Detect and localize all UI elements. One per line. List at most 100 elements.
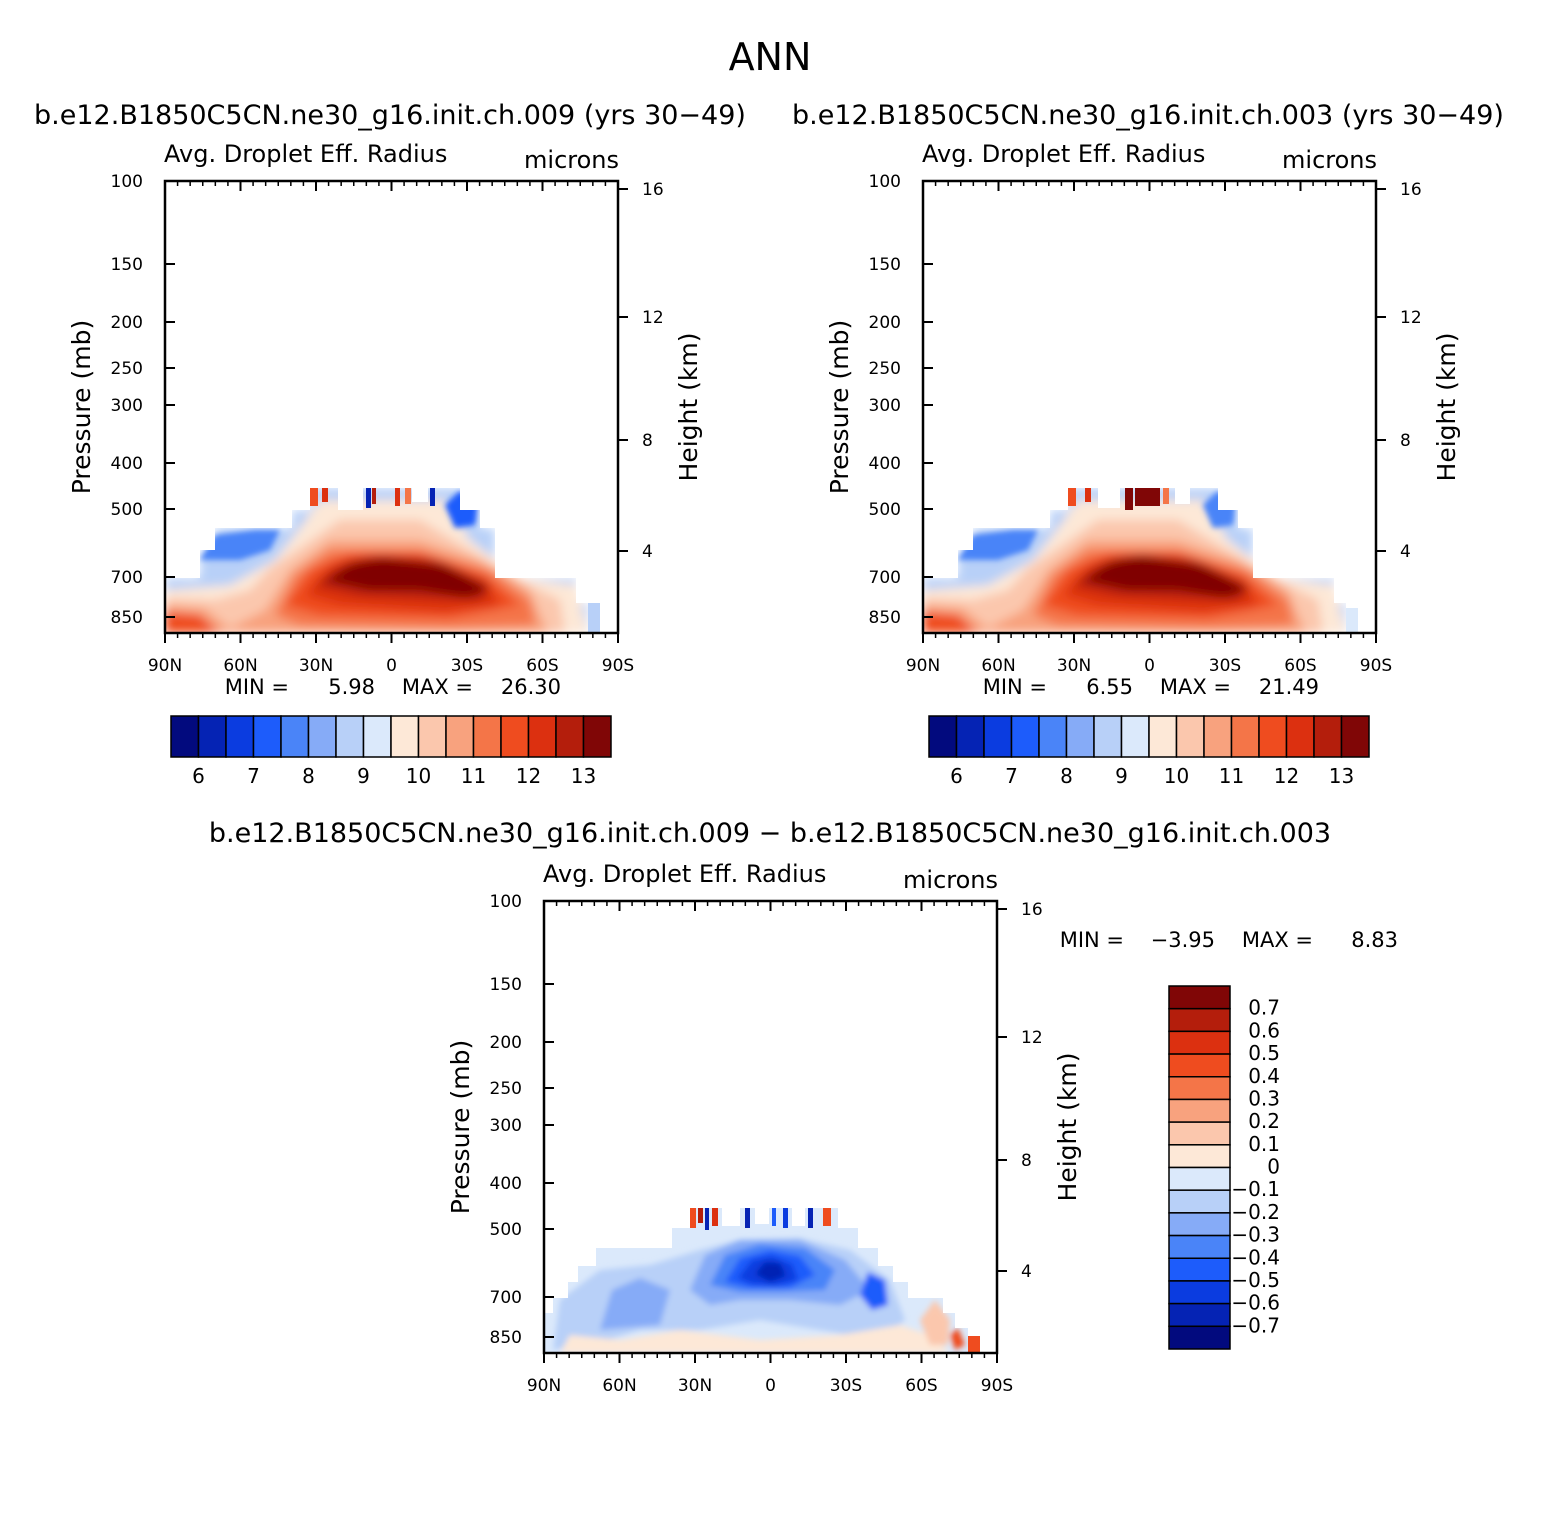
colorbar-swatch: [582, 715, 612, 758]
contour-field: [923, 181, 1376, 633]
y-right-tick-label: 4: [1400, 542, 1411, 562]
panel-ch003: b.e12.B1850C5CN.ne30_g16.init.ch.003 (yr…: [792, 100, 1504, 788]
colorbar-label: −0.2: [1231, 1200, 1280, 1224]
y-right-tick-label: 8: [642, 431, 653, 451]
contour-field: [544, 901, 997, 1353]
y-ticks: 100 150 200 250 300 400 500 700 850: [490, 892, 554, 1348]
y-tick-label: 500: [490, 1220, 522, 1240]
y-tick-label: 250: [111, 359, 143, 379]
colorbar-label: 0.2: [1248, 1109, 1280, 1133]
colorbar-swatch: [1168, 1280, 1231, 1305]
colorbar-swatch: [280, 715, 310, 758]
colorbar-swatch: [1285, 715, 1315, 758]
units-label: microns: [903, 866, 998, 894]
x-ticks: 90N 60N 30N 0 30S 60S 90S: [527, 901, 1013, 1396]
colorbar-swatch: [1175, 715, 1205, 758]
colorbar-swatch: [1168, 1121, 1231, 1146]
min-value: −3.95: [1151, 928, 1215, 952]
colorbar-label: 10: [1164, 764, 1189, 788]
y-ticks-right: 16 12 8 4: [997, 900, 1043, 1282]
colorbar-label: −0.3: [1231, 1223, 1280, 1247]
min-label: MIN =: [983, 675, 1047, 699]
colorbar-swatch: [170, 715, 200, 758]
colorbar: 6 7 8 9 10 11 12 13: [170, 715, 612, 788]
x-tick-label: 90N: [148, 656, 182, 676]
x-tick-label: 60S: [1284, 656, 1316, 676]
colorbar-label: 13: [571, 764, 596, 788]
colorbar-swatch: [472, 715, 502, 758]
x-tick-label: 60S: [526, 656, 558, 676]
y-tick-label: 100: [111, 172, 143, 192]
colorbar-label: −0.4: [1231, 1245, 1280, 1269]
y-tick-label: 200: [869, 313, 901, 333]
colorbar-label: 0.3: [1248, 1086, 1280, 1110]
x-tick-label: 30S: [451, 656, 483, 676]
colorbar-label: −0.5: [1231, 1268, 1280, 1292]
x-ticks: 90N 60N 30N 0 30S 60S 90S: [148, 181, 634, 676]
colorbar-swatch: [1168, 1076, 1231, 1101]
y-tick-label: 100: [490, 892, 522, 912]
colorbar-swatch: [225, 715, 255, 758]
colorbar-label: 6: [950, 764, 963, 788]
colorbar-swatch: [1168, 1234, 1231, 1259]
y-tick-label: 200: [490, 1033, 522, 1053]
colorbar-swatch: [1230, 715, 1260, 758]
y-axis-label: Pressure (mb): [67, 320, 96, 494]
y-tick-label: 150: [111, 255, 143, 275]
y-tick-label: 200: [111, 313, 143, 333]
x-tick-label: 90S: [981, 1376, 1013, 1396]
x-tick-label: 30N: [299, 656, 333, 676]
panel-subtitle: b.e12.B1850C5CN.ne30_g16.init.ch.003 (yr…: [792, 100, 1504, 131]
y-tick-label: 500: [111, 500, 143, 520]
colorbar-label: 0.5: [1248, 1041, 1280, 1065]
colorbar-label: 9: [1115, 764, 1128, 788]
max-label: MAX =: [402, 675, 473, 699]
y-tick-label: 300: [490, 1116, 522, 1136]
colorbar-swatch: [1168, 1144, 1231, 1169]
colorbar-swatch: [1010, 715, 1040, 758]
y-tick-label: 400: [490, 1174, 522, 1194]
colorbar-swatch: [1065, 715, 1095, 758]
colorbar-label: 7: [247, 764, 260, 788]
colorbar-swatch: [1093, 715, 1123, 758]
colorbar-label: −0.6: [1231, 1291, 1280, 1315]
y-tick-label: 100: [869, 172, 901, 192]
colorbar-label: 0.7: [1248, 996, 1280, 1020]
y-tick-label: 250: [490, 1079, 522, 1099]
panel-difference: b.e12.B1850C5CN.ne30_g16.init.ch.009 − b…: [209, 818, 1398, 1396]
colorbar-swatch: [527, 715, 557, 758]
max-value: 21.49: [1259, 675, 1319, 699]
y-right-tick-label: 4: [642, 542, 653, 562]
colorbar-swatch: [335, 715, 365, 758]
x-tick-label: 90N: [527, 1376, 561, 1396]
y-right-tick-label: 16: [642, 180, 664, 200]
colorbar-swatch: [1168, 1098, 1231, 1123]
colorbar-swatch: [307, 715, 337, 758]
x-tick-label: 60N: [602, 1376, 636, 1396]
colorbar-swatch: [1168, 1053, 1231, 1078]
colorbar-swatch: [983, 715, 1013, 758]
colorbar-label: 0.6: [1248, 1018, 1280, 1042]
y-right-tick-label: 12: [642, 308, 664, 328]
contour-field: [165, 181, 618, 633]
max-label: MAX =: [1242, 928, 1313, 952]
colorbar-label: 0: [1267, 1155, 1280, 1179]
colorbar-label: 0.1: [1248, 1132, 1280, 1156]
y-ticks: 100 150 200 250 300 400 500 700 850: [869, 172, 933, 628]
colorbar-swatch: [1168, 1257, 1231, 1282]
colorbar-swatch: [500, 715, 530, 758]
y-tick-label: 700: [869, 568, 901, 588]
colorbar-swatch: [955, 715, 985, 758]
y-tick-label: 300: [869, 396, 901, 416]
x-tick-label: 0: [386, 656, 397, 676]
colorbar-swatch: [362, 715, 392, 758]
colorbar-label: 11: [461, 764, 486, 788]
panel-subtitle: b.e12.B1850C5CN.ne30_g16.init.ch.009 (yr…: [34, 100, 746, 131]
y-axis-label: Pressure (mb): [825, 320, 854, 494]
colorbar-swatch: [1168, 985, 1231, 1010]
x-tick-label: 30S: [1209, 656, 1241, 676]
colorbar-label: 0.4: [1248, 1064, 1280, 1088]
x-tick-label: 30S: [830, 1376, 862, 1396]
colorbar-swatch: [1168, 1212, 1231, 1237]
y-tick-label: 850: [869, 608, 901, 628]
